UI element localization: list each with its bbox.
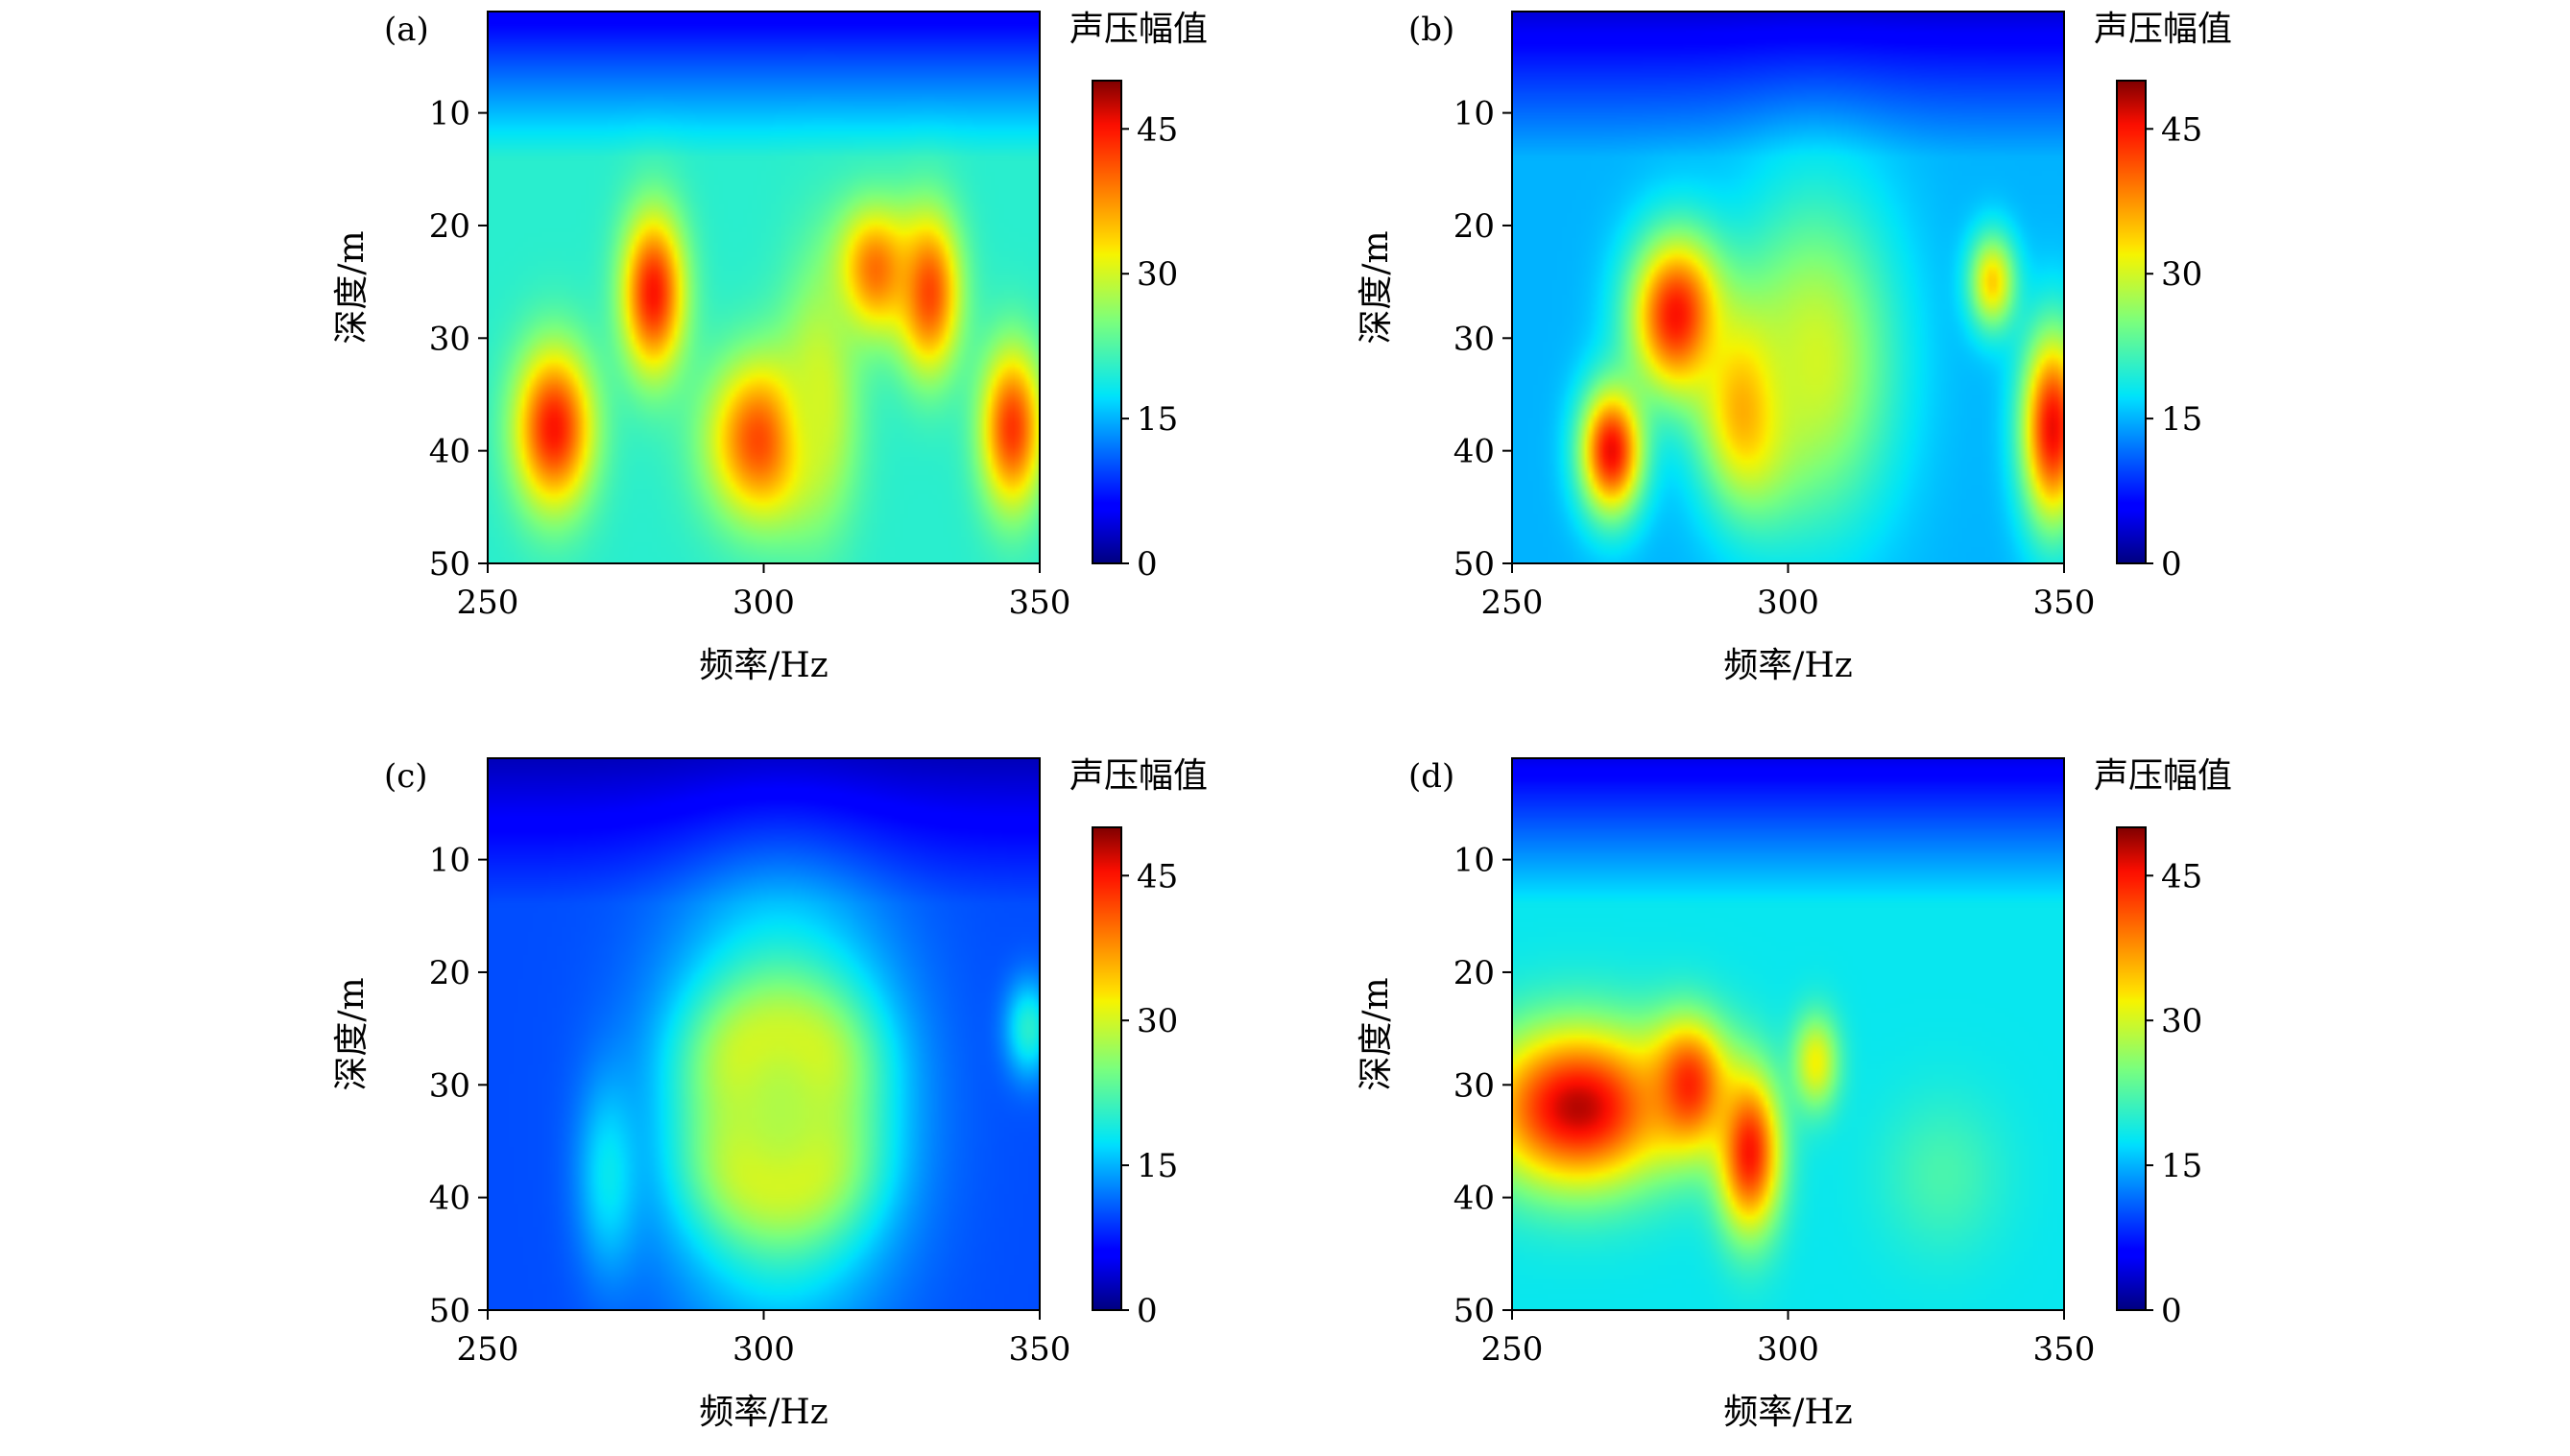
- y-axis-label: 深度/m: [1357, 230, 1396, 344]
- y-tick-label: 50: [1453, 1292, 1495, 1330]
- colorbar-label: 声压幅值: [2094, 10, 2232, 49]
- panel-a: (a) 250 300 350 10 20 30 40 50 频率/Hz 深度/m 0 15 30 45 声压…: [332, 10, 1208, 685]
- y-tick-label: 50: [1453, 545, 1495, 584]
- panel-label: (a): [384, 11, 429, 49]
- y-tick-label: 40: [429, 1180, 470, 1218]
- x-axis-label: 频率/Hz: [699, 1393, 829, 1432]
- x-axis-label: 频率/Hz: [699, 646, 829, 685]
- colorbar-tick-label: 45: [2161, 857, 2202, 895]
- x-tick-label: 300: [1757, 1330, 1819, 1369]
- colorbar-tick-label: 45: [1137, 857, 1178, 895]
- x-tick-label: 300: [733, 584, 795, 622]
- y-tick-label: 10: [429, 95, 470, 133]
- colorbar: [1093, 827, 1121, 1310]
- colorbar-tick-label: 0: [2161, 1292, 2182, 1330]
- x-tick-label: 250: [1481, 1330, 1544, 1369]
- y-axis-label: 深度/m: [1357, 977, 1396, 1090]
- y-tick-label: 30: [429, 1066, 470, 1105]
- colorbar-frame: [1092, 80, 1122, 564]
- x-axis-label: 频率/Hz: [1723, 1393, 1853, 1432]
- y-tick-label: 40: [1453, 433, 1495, 471]
- y-tick-label: 50: [429, 545, 470, 584]
- colorbar-tick-label: 45: [1137, 110, 1178, 149]
- colorbar-frame: [1092, 826, 1122, 1311]
- x-tick-label: 250: [457, 1330, 519, 1369]
- y-axis-label: 深度/m: [332, 230, 372, 344]
- y-tick-label: 20: [429, 954, 470, 992]
- colorbar-tick-label: 0: [2161, 545, 2182, 584]
- colorbar-label: 声压幅值: [1069, 756, 1208, 796]
- y-tick-label: 10: [429, 842, 470, 880]
- panel-label: (b): [1408, 11, 1454, 49]
- colorbar: [2117, 81, 2146, 563]
- y-tick-label: 10: [1453, 842, 1495, 880]
- colorbar-tick-label: 0: [1137, 545, 1158, 584]
- colorbar: [2117, 827, 2146, 1310]
- y-tick-label: 40: [429, 433, 470, 471]
- y-tick-label: 40: [1453, 1180, 1495, 1218]
- colorbar-tick-label: 15: [1137, 1147, 1178, 1185]
- x-axis-label: 频率/Hz: [1723, 646, 1853, 685]
- y-tick-label: 30: [1453, 1066, 1495, 1105]
- x-tick-label: 350: [1009, 1330, 1071, 1369]
- colorbar: [1093, 81, 1121, 563]
- colorbar-label: 声压幅值: [2094, 756, 2232, 796]
- x-tick-label: 250: [457, 584, 519, 622]
- y-tick-label: 20: [1453, 207, 1495, 246]
- heatmap-image: [1512, 758, 2064, 1310]
- panel-label: (d): [1408, 757, 1454, 796]
- colorbar-tick-label: 15: [1137, 400, 1178, 439]
- panel-b: (b) 250 300 350 10 20 30 40 50 频率/Hz 深度/m 0 15 30 45 声压…: [1357, 10, 2232, 685]
- x-tick-label: 250: [1481, 584, 1544, 622]
- heatmap-image: [488, 12, 1040, 563]
- x-tick-label: 300: [733, 1330, 795, 1369]
- colorbar-tick-label: 30: [2161, 255, 2202, 294]
- colorbar-tick-label: 0: [1137, 1292, 1158, 1330]
- colorbar-tick-label: 30: [1137, 255, 1178, 294]
- colorbar-tick-label: 15: [2161, 400, 2202, 439]
- y-tick-label: 20: [429, 207, 470, 246]
- x-tick-label: 350: [2033, 1330, 2096, 1369]
- panel-d: (d) 250 300 350 10 20 30 40 50 频率/Hz 深度/m 0 15 30 45 声压…: [1357, 756, 2232, 1432]
- heatmap-image: [1512, 12, 2064, 563]
- colorbar-tick-label: 30: [1137, 1002, 1178, 1040]
- x-tick-label: 300: [1757, 584, 1819, 622]
- y-tick-label: 20: [1453, 954, 1495, 992]
- y-tick-label: 50: [429, 1292, 470, 1330]
- colorbar-frame: [2116, 826, 2147, 1311]
- panel-c: (c) 250 300 350 10 20 30 40 50 频率/Hz 深度/m 0 15 30 45 声压…: [332, 756, 1208, 1432]
- colorbar-tick-label: 30: [2161, 1002, 2202, 1040]
- x-tick-label: 350: [1009, 584, 1071, 622]
- y-tick-label: 10: [1453, 95, 1495, 133]
- x-tick-label: 350: [2033, 584, 2096, 622]
- y-tick-label: 30: [1453, 320, 1495, 358]
- colorbar-frame: [2116, 80, 2147, 564]
- heatmap-image: [488, 758, 1040, 1310]
- colorbar-tick-label: 45: [2161, 110, 2202, 149]
- panel-label: (c): [384, 757, 428, 796]
- y-axis-label: 深度/m: [332, 977, 372, 1090]
- colorbar-tick-label: 15: [2161, 1147, 2202, 1185]
- colorbar-label: 声压幅值: [1069, 10, 1208, 49]
- y-tick-label: 30: [429, 320, 470, 358]
